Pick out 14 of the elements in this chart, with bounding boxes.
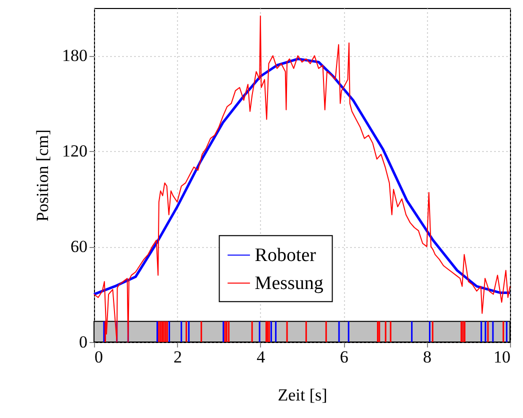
x-tick-label: 0 <box>94 348 103 366</box>
y-tick-label: 180 <box>62 46 88 66</box>
x-axis-title: Zeit [s] <box>278 386 328 404</box>
y-axis-title: Position [cm] <box>33 129 52 222</box>
y-tick-label: 120 <box>62 142 88 161</box>
legend-label: Messung <box>254 273 324 294</box>
legend-label: Roboter <box>254 245 317 266</box>
x-tick-label: 6 <box>340 348 348 366</box>
x-tick-label: 2 <box>173 348 182 366</box>
x-tick-label: 8 <box>423 348 432 366</box>
y-tick-label: 0 <box>79 332 88 352</box>
x-tick-label: 10 <box>494 348 510 366</box>
y-tick-label: 60 <box>70 237 88 256</box>
x-tick-label: 4 <box>256 348 266 366</box>
